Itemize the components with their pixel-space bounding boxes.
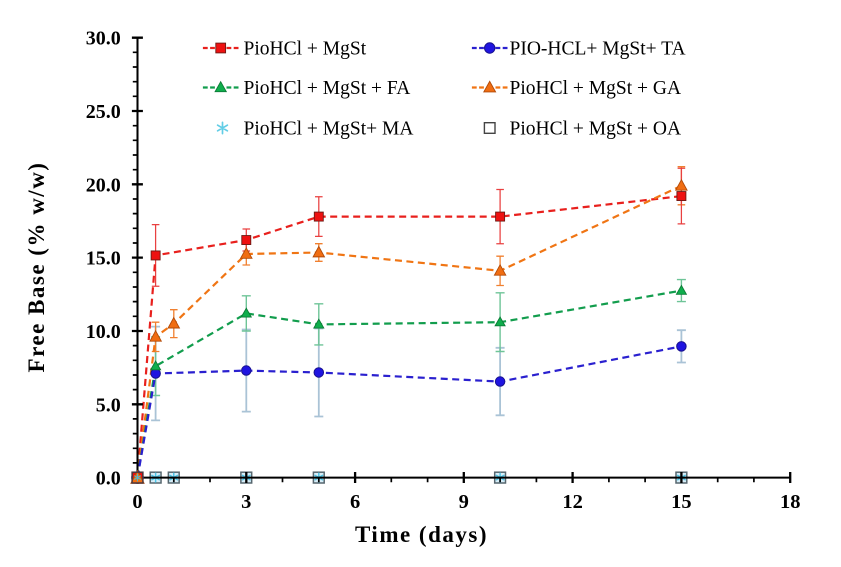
svg-text:3: 3 <box>241 491 251 513</box>
svg-text:Time (days): Time (days) <box>355 522 488 547</box>
svg-text:PioHCl + MgSt: PioHCl + MgSt <box>244 39 367 60</box>
svg-text:PIO-HCL+ MgSt+ TA: PIO-HCL+ MgSt+ TA <box>510 39 686 60</box>
svg-text:15.0: 15.0 <box>86 248 121 270</box>
svg-text:0: 0 <box>132 491 142 513</box>
svg-text:PioHCl + MgSt + GA: PioHCl + MgSt + GA <box>510 78 682 99</box>
svg-text:20.0: 20.0 <box>86 174 121 196</box>
svg-text:6: 6 <box>350 491 360 513</box>
svg-text:10.0: 10.0 <box>86 321 121 343</box>
svg-text:PioHCl + MgSt + OA: PioHCl + MgSt + OA <box>510 119 682 140</box>
svg-text:25.0: 25.0 <box>86 101 121 123</box>
svg-text:5.0: 5.0 <box>96 394 121 416</box>
svg-text:PioHCl + MgSt+ MA: PioHCl + MgSt+ MA <box>244 119 414 140</box>
svg-text:30.0: 30.0 <box>86 28 121 50</box>
svg-text:PioHCl + MgSt + FA: PioHCl + MgSt + FA <box>244 78 411 99</box>
svg-text:0.0: 0.0 <box>96 468 121 490</box>
svg-text:9: 9 <box>459 491 469 513</box>
svg-text:12: 12 <box>562 491 583 513</box>
svg-text:15: 15 <box>671 491 692 513</box>
svg-text:18: 18 <box>780 491 801 513</box>
svg-text:Free Base (% w/w): Free Base (% w/w) <box>24 162 49 373</box>
